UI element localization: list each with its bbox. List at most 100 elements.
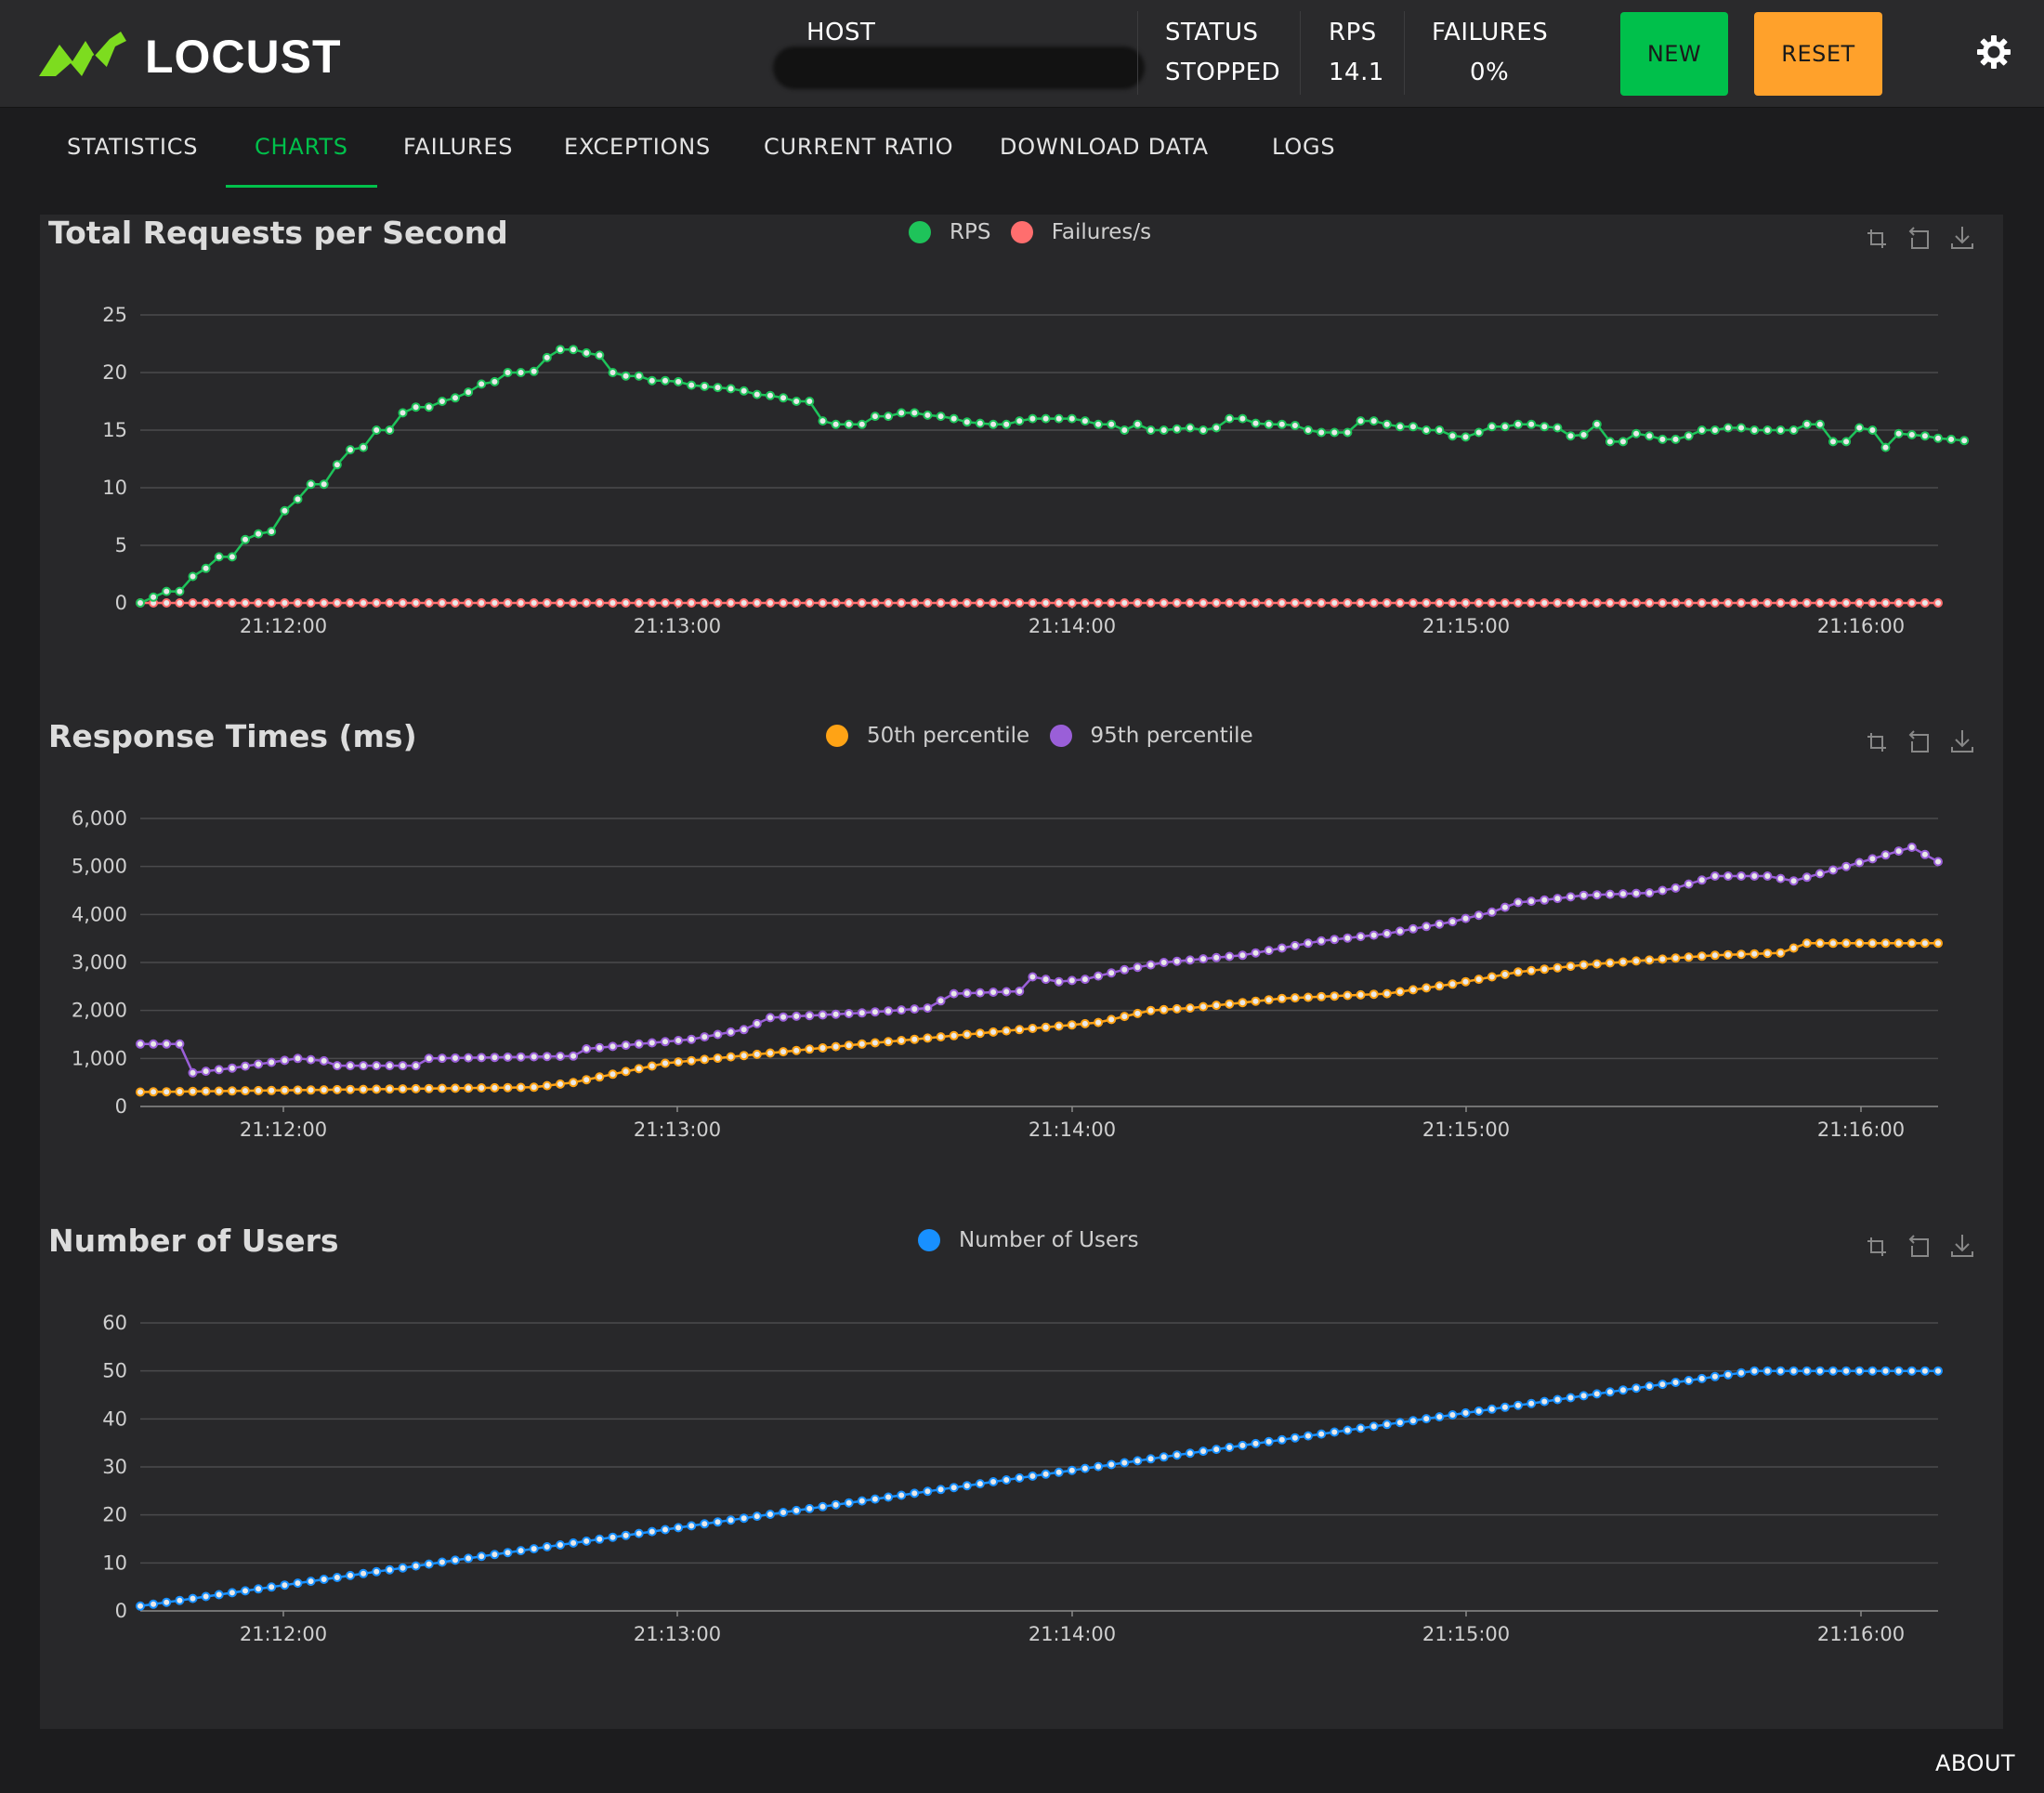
legend-label: RPS <box>950 220 991 244</box>
data-point <box>1238 998 1248 1008</box>
data-point <box>595 1042 605 1053</box>
data-point <box>1080 598 1090 608</box>
data-point <box>1553 894 1563 904</box>
data-point <box>726 1515 736 1525</box>
data-point <box>1028 598 1038 608</box>
new-button[interactable]: NEW <box>1620 12 1728 96</box>
data-point <box>897 598 907 608</box>
data-point <box>844 1498 854 1508</box>
zoom-icon[interactable] <box>1863 224 1891 252</box>
tab-current-ratio[interactable]: CURRENT RATIO <box>764 134 954 160</box>
data-point <box>319 1085 329 1095</box>
tab-logs[interactable]: LOGS <box>1272 134 1336 160</box>
data-point <box>1290 598 1300 608</box>
data-point <box>1762 871 1773 881</box>
zoom-icon[interactable] <box>1863 1232 1891 1260</box>
data-point <box>280 1085 290 1095</box>
data-point <box>1304 598 1313 608</box>
divider <box>1137 11 1138 95</box>
data-point <box>1028 972 1038 982</box>
legend-item-rps[interactable]: RPS <box>909 220 990 244</box>
data-point <box>595 350 605 360</box>
data-point <box>1395 1418 1405 1428</box>
tab-download-data[interactable]: DOWNLOAD DATA <box>1000 134 1209 160</box>
data-point <box>1238 1440 1248 1450</box>
tab-failures[interactable]: FAILURES <box>403 134 514 160</box>
data-point <box>542 1052 552 1062</box>
data-point <box>1487 598 1497 608</box>
data-point <box>1002 987 1012 997</box>
data-point <box>857 1008 867 1018</box>
data-point <box>1723 1369 1733 1380</box>
data-point <box>1815 419 1825 429</box>
data-point <box>1513 897 1523 908</box>
data-point <box>1867 1366 1878 1376</box>
data-point <box>1448 431 1458 441</box>
data-point <box>569 1538 579 1548</box>
y-tick-label: 30 <box>102 1456 127 1478</box>
data-point <box>752 389 762 399</box>
data-point <box>779 1508 789 1517</box>
restore-icon[interactable] <box>1906 224 1933 252</box>
tab-charts[interactable]: CHARTS <box>255 134 348 160</box>
data-point <box>201 563 211 573</box>
data-point <box>1749 598 1760 608</box>
reset-button[interactable]: RESET <box>1754 12 1882 96</box>
data-point <box>267 1085 277 1095</box>
data-point <box>1513 967 1523 977</box>
data-point <box>1212 598 1222 608</box>
data-point <box>713 1054 723 1063</box>
data-point <box>1343 1425 1353 1435</box>
data-point <box>359 442 369 452</box>
x-tick-label: 21:16:00 <box>1817 615 1905 637</box>
legend-item-p95[interactable]: 95th percentile <box>1049 724 1253 748</box>
tab-statistics[interactable]: STATISTICS <box>67 134 199 160</box>
data-point <box>1618 437 1628 447</box>
legend-item-users[interactable]: Number of Users <box>918 1228 1139 1252</box>
data-point <box>1002 1475 1012 1485</box>
data-point <box>1788 425 1799 435</box>
legend-item-failures[interactable]: Failures/s <box>1010 220 1151 244</box>
data-point <box>1906 938 1917 949</box>
data-point <box>1710 425 1720 435</box>
data-point <box>1343 933 1353 943</box>
data-point <box>975 598 985 608</box>
data-point <box>1920 1366 1930 1376</box>
data-point <box>398 1563 408 1573</box>
data-point <box>490 1053 500 1063</box>
data-point <box>214 1065 224 1075</box>
about-link[interactable]: ABOUT <box>1935 1750 2016 1776</box>
x-tick-label: 21:14:00 <box>1029 615 1116 637</box>
data-point <box>700 1519 710 1529</box>
data-point <box>766 1013 775 1023</box>
data-point <box>1015 987 1025 996</box>
data-point <box>687 598 697 608</box>
zoom-icon[interactable] <box>1863 727 1891 755</box>
data-point <box>1225 413 1235 424</box>
data-point <box>451 393 460 403</box>
data-point <box>254 1059 264 1069</box>
active-tab-indicator <box>226 185 377 188</box>
download-icon[interactable] <box>1948 1232 1976 1260</box>
restore-icon[interactable] <box>1906 1232 1933 1260</box>
data-point <box>1867 854 1878 864</box>
data-point <box>464 1053 474 1063</box>
data-point <box>1500 1402 1510 1412</box>
data-point <box>385 1564 395 1575</box>
data-point <box>464 1083 474 1093</box>
download-icon[interactable] <box>1948 727 1976 755</box>
tab-exceptions[interactable]: EXCEPTIONS <box>564 134 712 160</box>
gear-icon[interactable] <box>1975 33 2012 71</box>
data-point <box>989 1477 999 1486</box>
data-point <box>621 598 631 608</box>
data-point <box>503 1548 513 1558</box>
data-point <box>437 1054 447 1064</box>
data-point <box>1906 843 1917 852</box>
data-point <box>1369 930 1379 940</box>
download-icon[interactable] <box>1948 224 1976 252</box>
data-point <box>1369 598 1379 608</box>
restore-icon[interactable] <box>1906 727 1933 755</box>
legend-item-p50[interactable]: 50th percentile <box>826 724 1029 748</box>
data-point <box>1330 935 1340 945</box>
data-point <box>674 598 684 608</box>
